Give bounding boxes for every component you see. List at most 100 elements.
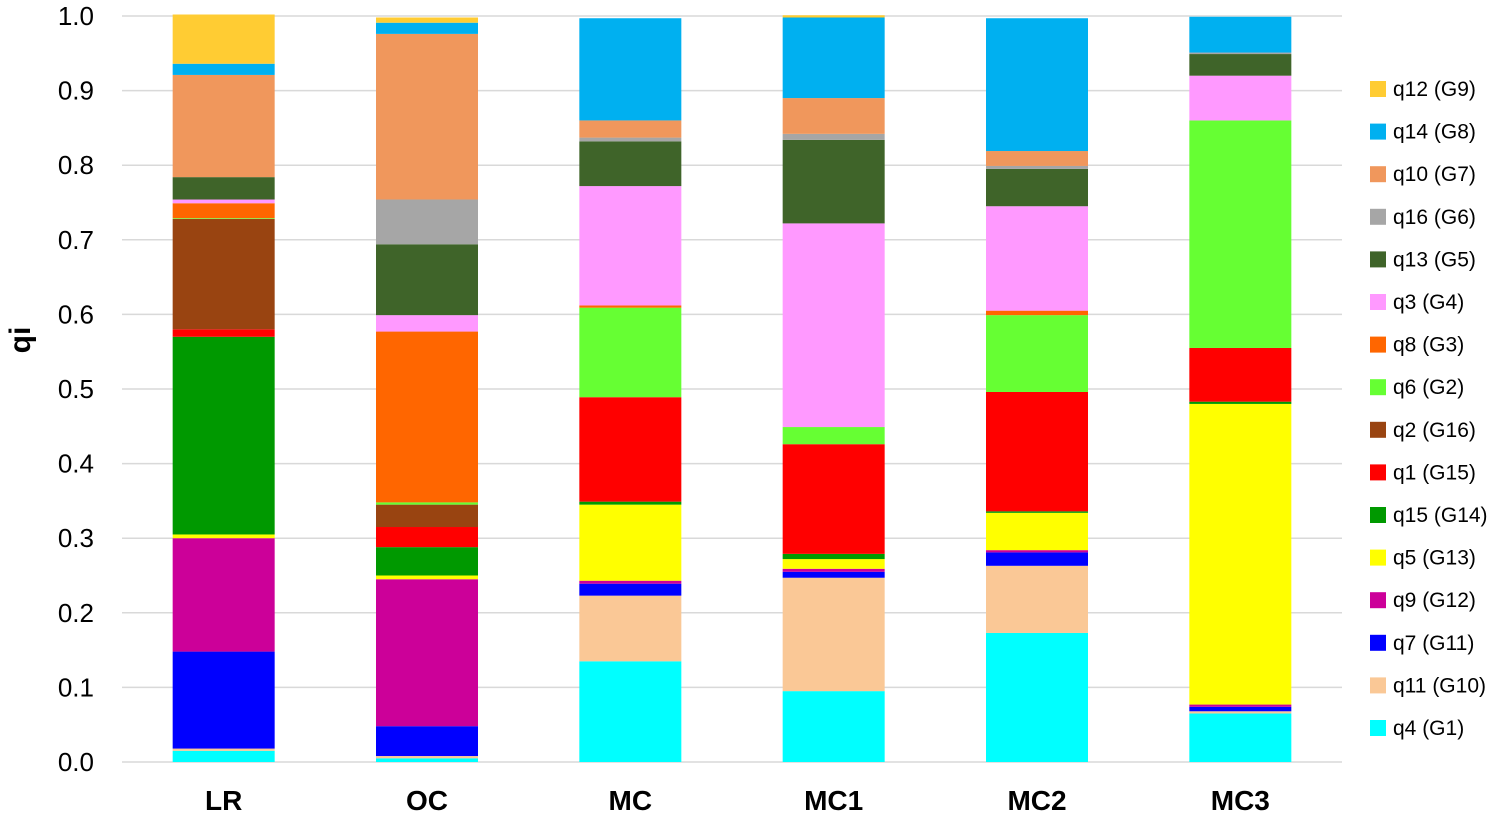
bar-segment bbox=[376, 244, 478, 316]
legend-label: q13 (G5) bbox=[1393, 248, 1476, 271]
bar-segment bbox=[986, 512, 1088, 551]
bar-segment bbox=[172, 748, 275, 751]
bar-segment bbox=[376, 22, 478, 34]
bar-segment bbox=[782, 139, 885, 224]
bar-segment bbox=[579, 501, 682, 505]
bar-segment bbox=[782, 98, 885, 134]
legend-item: q15 (G14) bbox=[1370, 504, 1488, 527]
bar-segment bbox=[172, 218, 275, 219]
bar-segment bbox=[172, 199, 275, 204]
bar-segment bbox=[579, 661, 682, 762]
legend-item: q3 (G4) bbox=[1370, 291, 1464, 314]
bar-segment bbox=[1189, 706, 1292, 712]
legend-label: q4 (G1) bbox=[1393, 717, 1464, 740]
y-tick-label: 0.8 bbox=[58, 150, 94, 180]
bar-segment bbox=[172, 14, 275, 64]
y-tick-label: 0.7 bbox=[58, 225, 94, 255]
legend-item: q8 (G3) bbox=[1370, 334, 1464, 357]
legend-item: q7 (G11) bbox=[1370, 632, 1474, 655]
bar-segment bbox=[579, 580, 682, 584]
legend-label: q1 (G15) bbox=[1393, 461, 1476, 484]
legend-label: q8 (G3) bbox=[1393, 334, 1464, 357]
bar-segment bbox=[782, 571, 885, 578]
legend-swatch bbox=[1370, 166, 1386, 183]
legend-label: q9 (G12) bbox=[1393, 589, 1476, 612]
legend-label: q5 (G13) bbox=[1393, 547, 1476, 570]
bar-segment bbox=[172, 218, 275, 330]
bar-segment bbox=[172, 203, 275, 219]
legend-label: q3 (G4) bbox=[1393, 291, 1464, 314]
bars bbox=[172, 14, 1292, 762]
legend-label: q10 (G7) bbox=[1393, 163, 1476, 186]
bar-stack-lr bbox=[172, 14, 275, 762]
bar-segment bbox=[172, 177, 275, 200]
y-tick-label: 0.9 bbox=[58, 76, 94, 106]
bar-segment bbox=[172, 329, 275, 337]
bar-segment bbox=[579, 137, 682, 142]
bar-segment bbox=[782, 17, 885, 99]
legend-label: q16 (G6) bbox=[1393, 206, 1476, 229]
bar-segment bbox=[376, 579, 478, 727]
bar-segment bbox=[376, 547, 478, 576]
bar-segment bbox=[1189, 403, 1292, 705]
y-tick-label: 0.6 bbox=[58, 299, 94, 329]
bar-segment bbox=[1189, 347, 1292, 402]
bar-stack-oc bbox=[376, 17, 478, 762]
legend-swatch bbox=[1370, 720, 1386, 736]
bar-segment bbox=[782, 553, 885, 560]
bar-segment bbox=[172, 63, 275, 75]
bar-segment bbox=[172, 534, 275, 539]
bar-segment bbox=[1189, 711, 1292, 714]
legend-swatch bbox=[1370, 294, 1386, 310]
legend-swatch bbox=[1370, 336, 1386, 353]
legend-item: q4 (G1) bbox=[1370, 717, 1464, 740]
bar-segment bbox=[782, 568, 885, 572]
bar-segment bbox=[579, 595, 682, 662]
bar-segment bbox=[1189, 704, 1292, 707]
legend-swatch bbox=[1370, 379, 1386, 396]
bar-segment bbox=[1189, 54, 1292, 76]
bar-segment bbox=[579, 583, 682, 596]
y-tick-label: 0.3 bbox=[58, 523, 94, 553]
legend-label: q15 (G14) bbox=[1393, 504, 1488, 527]
bar-segment bbox=[986, 165, 1088, 169]
bar-segment bbox=[1189, 75, 1292, 121]
bar-segment bbox=[782, 444, 885, 554]
legend-label: q11 (G10) bbox=[1393, 674, 1486, 697]
legend-item: q2 (G16) bbox=[1370, 419, 1476, 442]
bar-segment bbox=[376, 315, 478, 332]
y-axis-title: qi bbox=[4, 327, 37, 354]
legend-label: q12 (G9) bbox=[1393, 78, 1476, 101]
legend-swatch bbox=[1370, 251, 1386, 268]
bar-segment bbox=[376, 527, 478, 548]
legend-item: q14 (G8) bbox=[1370, 121, 1476, 144]
bar-segment bbox=[579, 305, 682, 308]
legend: q12 (G9) q14 (G8) q10 (G7) q16 (G6) q13 (G5)… bbox=[1370, 78, 1488, 740]
legend-item: q13 (G5) bbox=[1370, 248, 1476, 271]
bar-segment bbox=[986, 391, 1088, 512]
y-tick-label: 0.1 bbox=[58, 672, 94, 702]
bar-segment bbox=[376, 575, 478, 580]
x-category-label: MC1 bbox=[804, 785, 863, 814]
bar-segment bbox=[1189, 16, 1292, 53]
y-tick-label: 0.0 bbox=[58, 747, 94, 777]
bar-segment bbox=[986, 168, 1088, 207]
bar-segment bbox=[986, 632, 1088, 762]
bar-segment bbox=[172, 651, 275, 749]
legend-swatch bbox=[1370, 592, 1386, 609]
bar-segment bbox=[1189, 120, 1292, 348]
legend-swatch bbox=[1370, 421, 1386, 438]
bar-segment bbox=[986, 315, 1088, 392]
bar-stack-mc2 bbox=[986, 18, 1088, 762]
bar-segment bbox=[1189, 401, 1292, 404]
legend-label: q7 (G11) bbox=[1393, 632, 1474, 655]
y-tick-label: 0.5 bbox=[58, 374, 94, 404]
bar-segment bbox=[579, 504, 682, 581]
bar-segment bbox=[376, 331, 478, 503]
bar-segment bbox=[1189, 713, 1292, 762]
bar-segment bbox=[579, 307, 682, 398]
bar-segment bbox=[782, 577, 885, 692]
legend-item: q5 (G13) bbox=[1370, 547, 1476, 570]
legend-label: q6 (G2) bbox=[1393, 376, 1464, 399]
bar-segment bbox=[782, 15, 885, 18]
